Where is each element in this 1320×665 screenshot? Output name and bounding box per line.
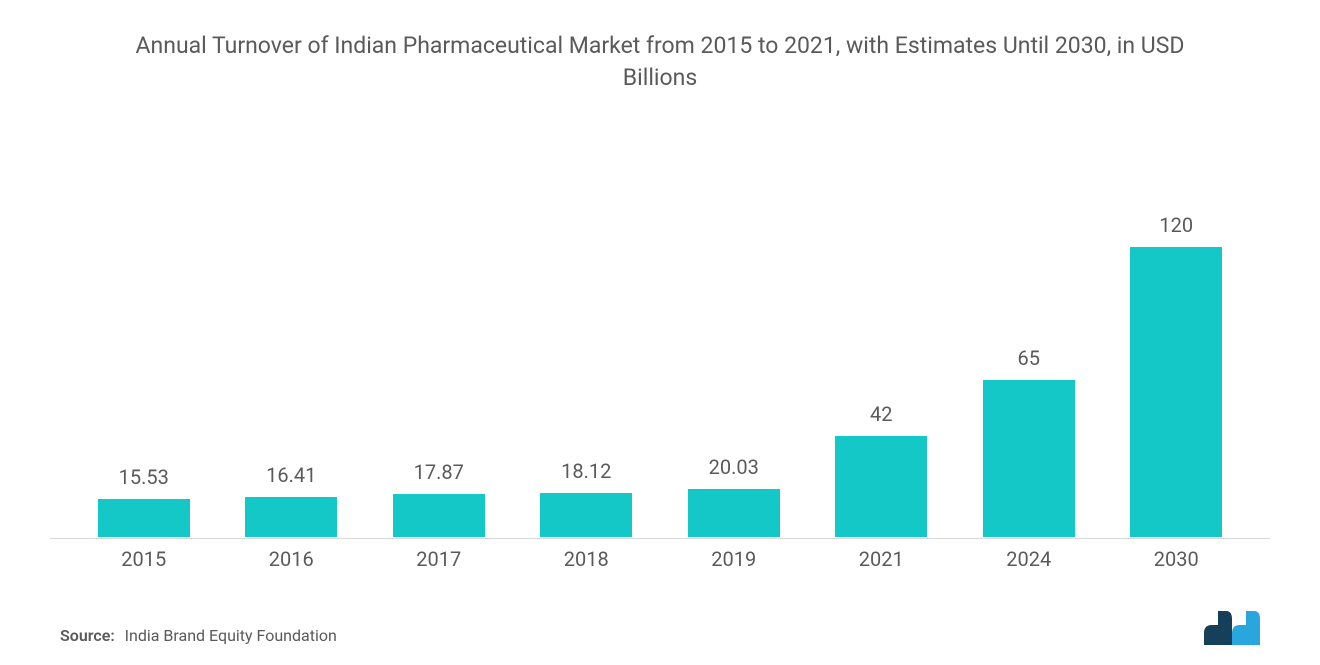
bar-group: 20.03 <box>674 455 794 537</box>
chart-title: Annual Turnover of Indian Pharmaceutical… <box>50 30 1270 94</box>
bar <box>98 499 190 537</box>
plot-area: 15.53 16.41 17.87 18.12 20.03 42 65 120 <box>50 104 1270 538</box>
bar-value-label: 18.12 <box>561 459 611 483</box>
chart-container: Annual Turnover of Indian Pharmaceutical… <box>0 0 1320 665</box>
bar-group: 18.12 <box>526 459 646 537</box>
bar-value-label: 65 <box>1018 346 1040 370</box>
bar-group: 16.41 <box>231 463 351 537</box>
bar-value-label: 20.03 <box>709 455 759 479</box>
bar-group: 120 <box>1116 213 1236 537</box>
x-tick-label: 2021 <box>821 547 941 571</box>
x-tick-label: 2018 <box>526 547 646 571</box>
x-tick-label: 2017 <box>379 547 499 571</box>
bar <box>540 493 632 537</box>
bar <box>1130 247 1222 537</box>
bar-value-label: 42 <box>870 402 892 426</box>
chart-footer: Source: India Brand Equity Foundation <box>50 571 1270 645</box>
source-attribution: Source: India Brand Equity Foundation <box>60 626 337 645</box>
bar-value-label: 17.87 <box>414 460 464 484</box>
x-tick-label: 2015 <box>84 547 204 571</box>
x-tick-label: 2016 <box>231 547 351 571</box>
bar <box>835 436 927 538</box>
bar-value-label: 16.41 <box>266 463 316 487</box>
bar-value-label: 120 <box>1159 213 1193 237</box>
bar <box>983 380 1075 537</box>
brand-logo-icon <box>1204 611 1260 645</box>
bar <box>393 494 485 537</box>
x-axis: 2015 2016 2017 2018 2019 2021 2024 2030 <box>50 538 1270 571</box>
bar <box>688 489 780 537</box>
bar-group: 42 <box>821 402 941 538</box>
source-label: Source: <box>60 626 115 645</box>
bar-group: 15.53 <box>84 465 204 537</box>
x-tick-label: 2030 <box>1116 547 1236 571</box>
source-text: India Brand Equity Foundation <box>125 626 337 645</box>
x-tick-label: 2019 <box>674 547 794 571</box>
x-tick-label: 2024 <box>969 547 1089 571</box>
bar-group: 65 <box>969 346 1089 537</box>
bar <box>245 497 337 537</box>
bar-group: 17.87 <box>379 460 499 537</box>
bar-value-label: 15.53 <box>119 465 169 489</box>
